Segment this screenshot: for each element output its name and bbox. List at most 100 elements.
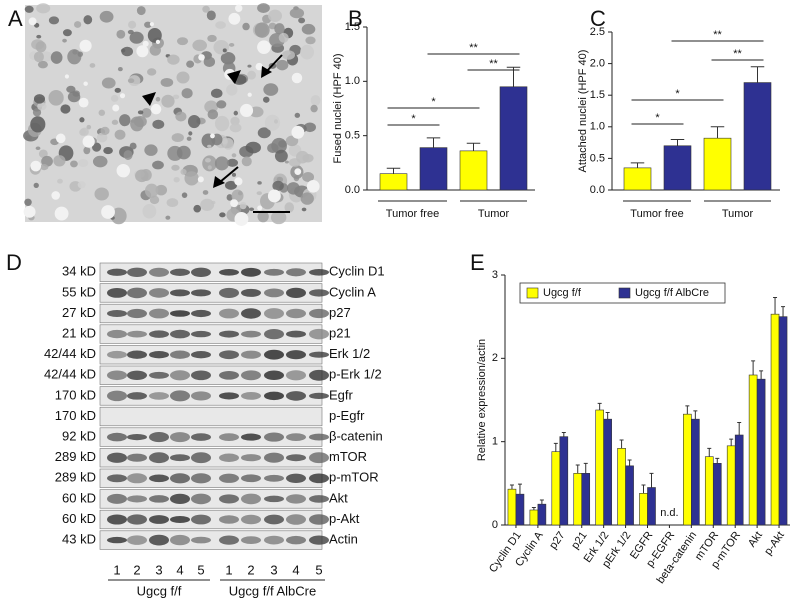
significance-label: * [431,96,436,108]
error-bar [386,167,401,174]
error-bar [627,459,632,466]
band [286,370,306,381]
band [286,391,306,401]
nucleus [155,96,161,102]
vacuole [234,212,249,226]
legend-swatch [618,287,631,299]
nucleus [284,202,295,213]
nucleus [121,46,134,57]
bar [499,86,528,191]
x-tick-label: Tumor [478,208,510,220]
band [219,433,239,441]
blot-size: 289 kD [55,449,96,464]
nucleus [160,77,174,87]
nucleus [39,164,49,171]
panel-label: E [470,250,485,275]
band [309,369,329,381]
band [127,473,147,484]
bar [691,418,700,526]
band [286,494,306,504]
y-tick-label: 1.5 [590,89,605,101]
band [127,453,147,462]
nucleus [94,187,109,201]
y-tick-label: 0.0 [590,184,605,196]
nucleus [62,38,67,43]
legend-label: Ugcg f/f [543,287,582,299]
nucleus [100,126,110,135]
band [264,328,284,340]
band [286,535,306,545]
blot-protein: p-Egfr [329,408,365,423]
nucleus [245,141,261,154]
vacuole [55,133,66,144]
nucleus [231,189,244,203]
vacuole [79,39,92,52]
y-tick-label: 2.5 [590,26,605,38]
nucleus [30,116,46,133]
vacuole [78,97,89,108]
blot-size: 170 kD [55,408,96,423]
band [264,349,284,360]
band [241,350,261,359]
band [191,536,211,544]
bar [515,493,525,526]
nucleus [180,168,187,175]
band [264,452,284,463]
error-bar [751,360,756,375]
vacuole [102,210,109,217]
band [149,308,169,319]
band [170,534,190,546]
bar [756,378,766,526]
vacuole [142,40,149,47]
nucleus [207,165,212,170]
nucleus [262,96,270,103]
nucleus [207,109,219,120]
nucleus [101,77,116,89]
band [170,454,190,462]
nucleus [83,15,93,25]
lane-label: 3 [155,562,162,577]
band [219,287,239,298]
nucleus [222,48,227,53]
y-axis-label: Attached nuclei (HPF 40) [577,50,589,173]
vacuole [257,205,263,211]
nucleus [193,204,202,213]
nucleus [24,198,32,206]
error-bar [759,370,764,380]
band [286,268,306,277]
y-tick-label: 0.5 [345,130,360,142]
nucleus [263,83,279,96]
band [191,452,211,464]
nucleus [220,52,236,65]
nucleus [257,181,262,185]
vacuole [149,22,154,27]
significance-label: ** [469,42,478,54]
significance-label: ** [489,58,498,70]
y-tick-label: 1.0 [345,75,360,87]
nucleus [135,169,149,183]
band [219,269,239,276]
nucleus [57,178,63,184]
nucleus [37,102,47,111]
nucleus [274,23,285,35]
band [127,392,147,400]
bar [603,418,612,526]
group-label: Ugcg f/f [137,583,182,598]
y-tick-label: 0.5 [590,152,605,164]
vacuole [150,103,162,115]
band [107,493,127,504]
band [149,432,169,443]
arrow [265,54,283,73]
band [127,434,147,441]
vacuole [210,133,215,139]
nucleus [79,117,85,123]
nucleus [116,29,126,39]
nucleus [73,21,82,28]
nucleus [92,142,102,152]
nucleus [298,17,306,24]
bar [703,137,732,191]
nucleus [141,107,152,118]
nucleus [86,124,92,130]
nucleus [278,32,289,43]
nucleus [186,60,195,68]
